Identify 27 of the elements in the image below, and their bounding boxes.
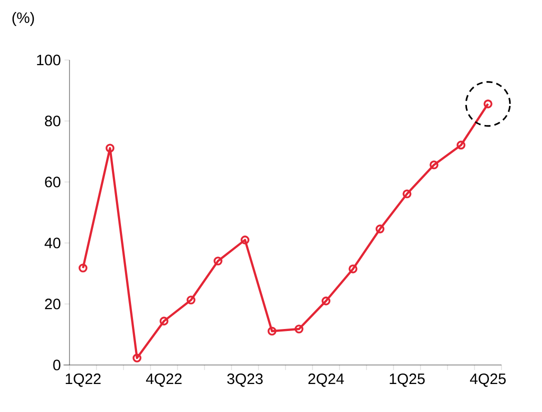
x-tick-label: 4Q22	[146, 374, 182, 387]
y-tick-label: 0	[53, 360, 60, 370]
point	[214, 256, 222, 266]
point	[430, 160, 438, 170]
point	[106, 144, 114, 153]
y-tick-label: 80	[44, 116, 60, 126]
y-axis-title: (%)	[12, 12, 34, 26]
point	[294, 324, 304, 334]
x-tick-label: 3Q23	[227, 374, 263, 387]
y-tick-label: 40	[44, 238, 60, 248]
x-tick-label: 1Q25	[390, 374, 425, 387]
point	[402, 189, 412, 198]
x-tick-label: 2Q24	[308, 374, 344, 387]
y-tick-label: 100	[37, 54, 60, 66]
y-tick-label: 60	[45, 176, 60, 188]
point	[376, 224, 384, 234]
point	[240, 236, 250, 244]
x-tick-label: 1Q22	[66, 374, 101, 387]
point	[186, 296, 196, 304]
point	[348, 264, 358, 274]
point	[456, 140, 466, 150]
x-tick-label: 4Q25	[470, 374, 506, 387]
y-tick-label: 20	[45, 298, 60, 310]
point	[268, 326, 276, 336]
point	[132, 354, 142, 362]
point	[322, 296, 330, 306]
point	[160, 316, 168, 326]
